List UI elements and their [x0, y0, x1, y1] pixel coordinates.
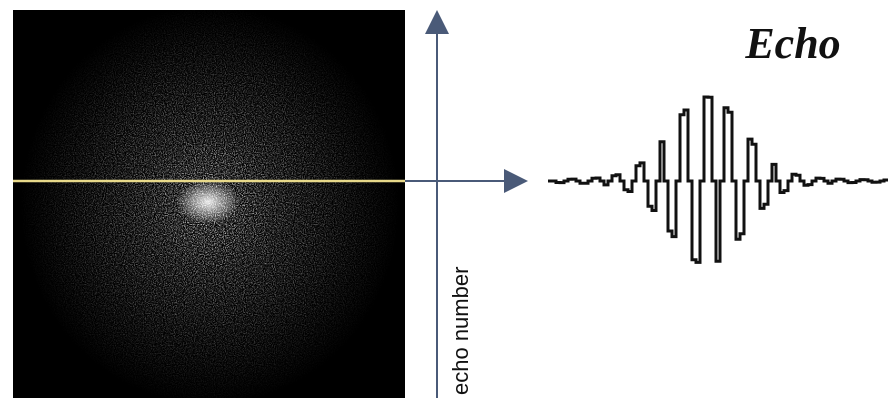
echo-waveform [548, 97, 888, 262]
diagram: Echo echo number [0, 0, 888, 398]
title: Echo [744, 19, 840, 68]
page: Echo echo number (() => { const data = J… [0, 0, 888, 398]
axis-label: echo number [448, 267, 473, 395]
k-space-center [176, 180, 240, 224]
